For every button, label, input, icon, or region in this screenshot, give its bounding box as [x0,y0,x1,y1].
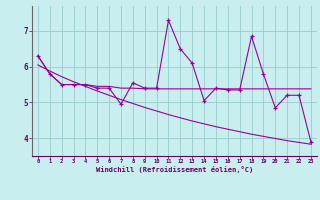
X-axis label: Windchill (Refroidissement éolien,°C): Windchill (Refroidissement éolien,°C) [96,166,253,173]
